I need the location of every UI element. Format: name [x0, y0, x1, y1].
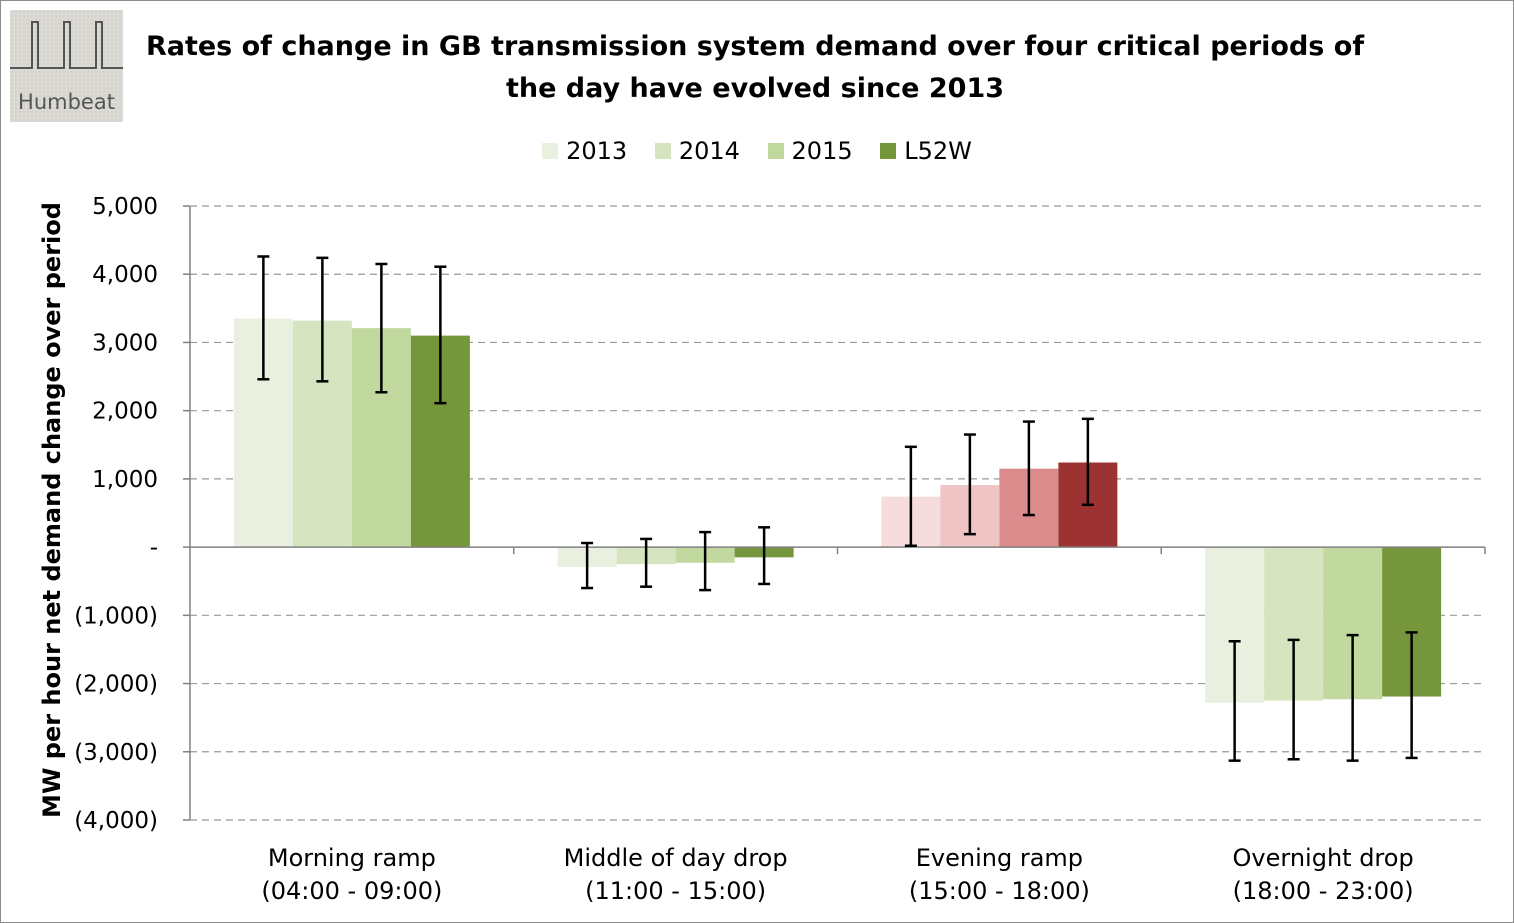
category-label-2-line-1: Middle of day drop — [564, 844, 788, 872]
y-tick-label: 2,000 — [92, 399, 158, 425]
category-label-3-line-2: (15:00 - 18:00) — [909, 877, 1090, 905]
y-axis-title: MW per hour net demand change over perio… — [38, 202, 66, 818]
chart-title-line-2: the day have evolved since 2013 — [505, 73, 1005, 104]
category-label-1-line-2: (04:00 - 09:00) — [261, 877, 442, 905]
category-label-4-line-2: (18:00 - 23:00) — [1233, 877, 1414, 905]
legend-swatch-l52w — [880, 143, 897, 159]
legend-item-2013: 2013 — [542, 137, 627, 165]
y-tick-label: (4,000) — [74, 808, 158, 834]
legend-swatch-2013 — [542, 143, 559, 159]
category-label-3-line-1: Evening ramp — [916, 844, 1083, 872]
legend-item-l52w: L52W — [880, 137, 972, 165]
legend-swatch-2014 — [654, 143, 671, 159]
y-tick-label: - — [150, 535, 158, 561]
category-label-4-line-1: Overnight drop — [1233, 844, 1414, 872]
legend-label-2013: 2013 — [566, 137, 628, 165]
y-tick-label: 1,000 — [92, 467, 158, 493]
y-tick-label: 4,000 — [92, 262, 158, 288]
legend-label-2014: 2014 — [678, 137, 740, 165]
chart-title: Rates of change in GB transmission syste… — [130, 26, 1380, 110]
chart-title-line-1: Rates of change in GB transmission syste… — [145, 31, 1365, 62]
category-label-1-line-1: Morning ramp — [268, 844, 436, 872]
y-tick-label: 3,000 — [92, 330, 158, 356]
humbeat-logo: Humbeat — [10, 10, 123, 122]
y-tick-label: (1,000) — [74, 603, 158, 629]
legend-item-2014: 2014 — [654, 137, 740, 165]
legend-swatch-2015 — [767, 143, 784, 159]
legend-item-2015: 2015 — [767, 137, 853, 165]
chart-legend: 2013 2014 2015 L52W — [0, 137, 1514, 165]
logo-waveform-icon — [10, 21, 123, 69]
legend-label-2015: 2015 — [791, 137, 853, 165]
logo-text: Humbeat — [18, 90, 115, 114]
y-tick-label: (2,000) — [74, 672, 158, 698]
category-label-2-line-2: (11:00 - 15:00) — [585, 877, 766, 905]
y-tick-label: 5,000 — [92, 194, 158, 220]
y-tick-label: (3,000) — [74, 740, 158, 766]
legend-label-l52w: L52W — [904, 137, 972, 165]
